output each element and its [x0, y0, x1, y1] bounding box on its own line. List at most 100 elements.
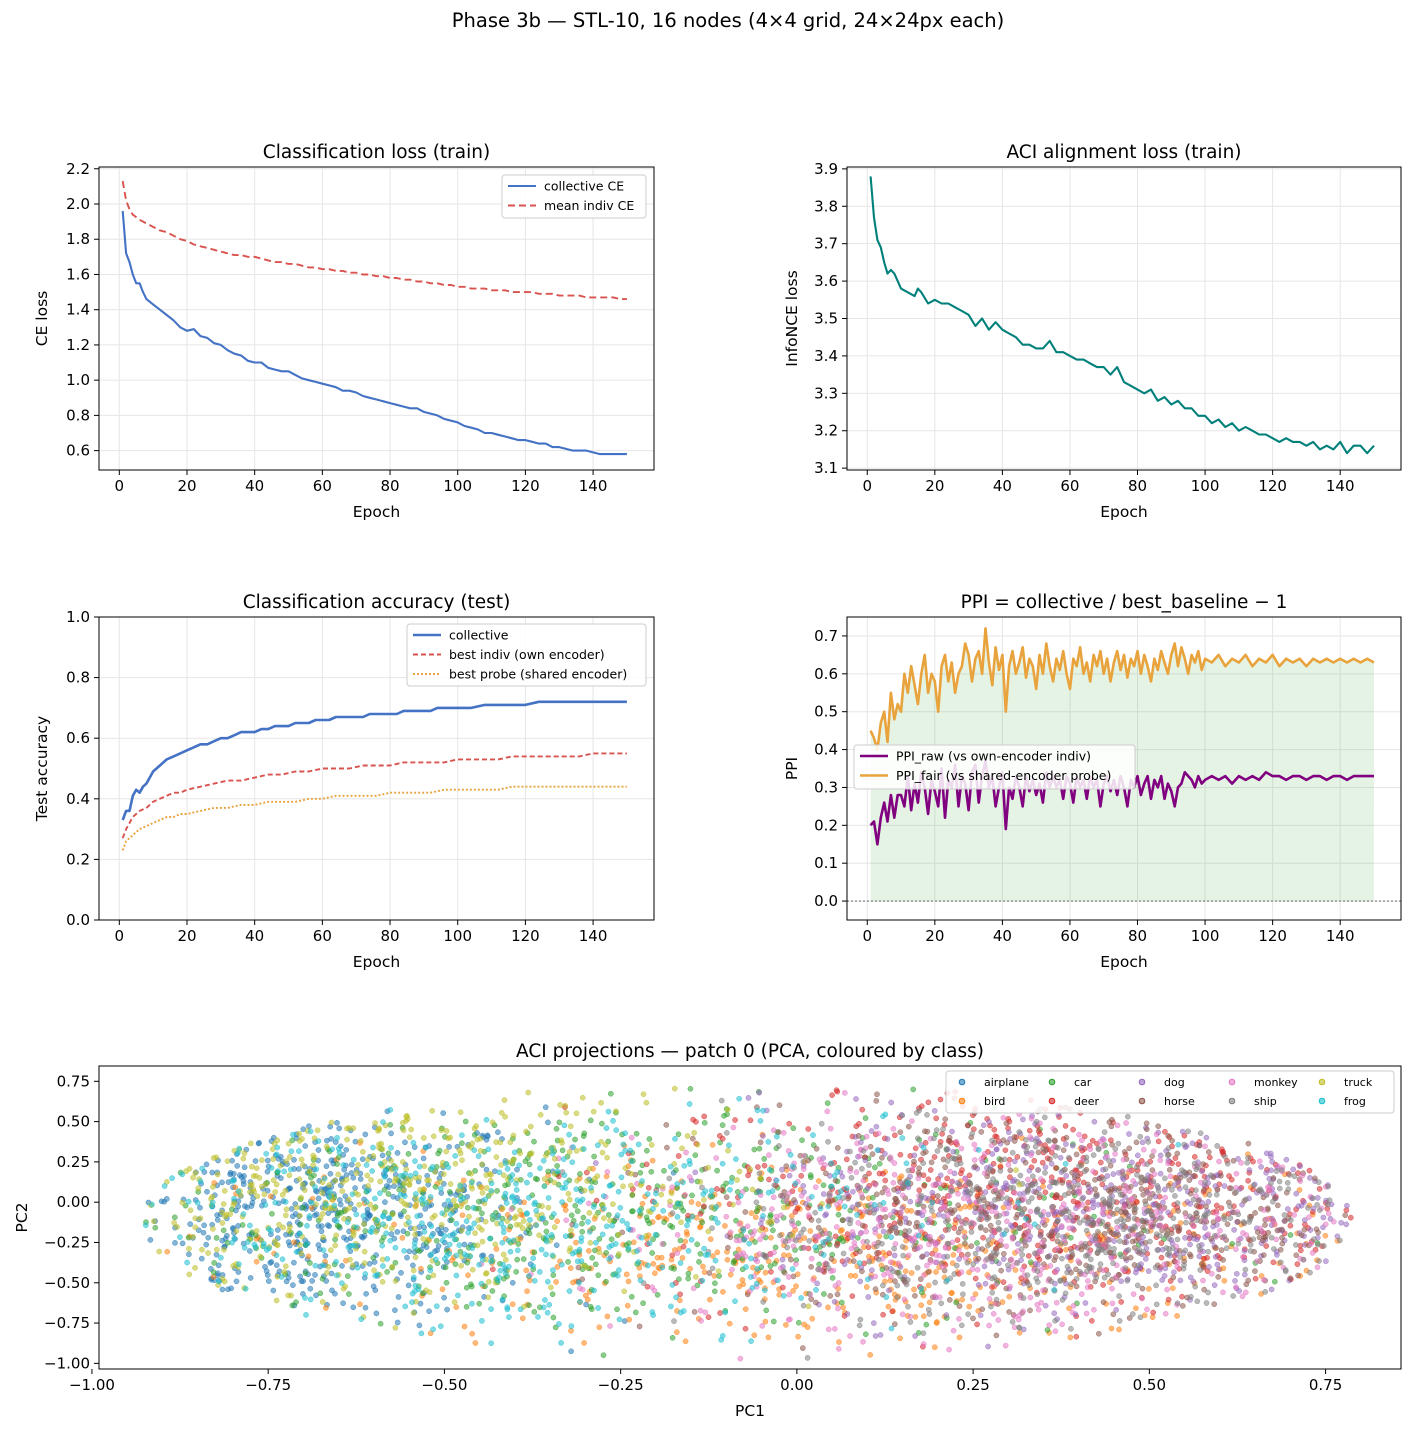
- scatter-point: [808, 1228, 813, 1233]
- scatter-point: [779, 1167, 784, 1172]
- scatter-point: [994, 1297, 999, 1302]
- scatter-point: [786, 1274, 791, 1279]
- scatter-point: [949, 1290, 954, 1295]
- scatter-point: [741, 1282, 746, 1287]
- scatter-point: [277, 1222, 282, 1227]
- scatter-point: [1282, 1218, 1287, 1223]
- scatter-point: [287, 1154, 292, 1159]
- scatter-point: [480, 1190, 485, 1195]
- scatter-point: [220, 1287, 225, 1292]
- scatter-point: [371, 1255, 376, 1260]
- scatter-point: [555, 1163, 560, 1168]
- scatter-point: [1069, 1249, 1074, 1254]
- scatter-point: [999, 1268, 1004, 1273]
- scatter-point: [380, 1279, 385, 1284]
- scatter-point: [593, 1240, 598, 1245]
- scatter-point: [858, 1231, 863, 1236]
- scatter-point: [945, 1254, 950, 1259]
- scatter-point: [1209, 1271, 1214, 1276]
- scatter-point: [1014, 1215, 1019, 1220]
- scatter-point: [593, 1262, 598, 1267]
- scatter-point: [354, 1170, 359, 1175]
- y-tick-label: 1.6: [66, 265, 90, 283]
- scatter-point: [1269, 1287, 1274, 1292]
- scatter-point: [983, 1228, 988, 1233]
- scatter-point: [793, 1284, 798, 1289]
- scatter-point: [1270, 1199, 1275, 1204]
- scatter-point: [400, 1235, 405, 1240]
- scatter-point: [494, 1246, 499, 1251]
- scatter-point: [911, 1287, 916, 1292]
- scatter-point: [229, 1207, 234, 1212]
- scatter-point: [297, 1131, 302, 1136]
- scatter-point: [681, 1244, 686, 1249]
- y-tick-label: 0.1: [814, 854, 838, 872]
- scatter-point: [892, 1187, 897, 1192]
- scatter-point: [609, 1237, 614, 1242]
- scatter-point: [386, 1151, 391, 1156]
- scatter-point: [752, 1239, 757, 1244]
- scatter-point: [617, 1317, 622, 1322]
- scatter-point: [206, 1235, 211, 1240]
- scatter-point: [329, 1271, 334, 1276]
- scatter-point: [706, 1165, 711, 1170]
- scatter-point: [336, 1172, 341, 1177]
- scatter-point: [970, 1316, 975, 1321]
- scatter-point: [393, 1245, 398, 1250]
- scatter-point: [458, 1151, 463, 1156]
- scatter-point: [248, 1141, 253, 1146]
- scatter-point: [347, 1205, 352, 1210]
- scatter-point: [479, 1211, 484, 1216]
- y-tick-label: 3.5: [814, 310, 838, 328]
- scatter-point: [1047, 1233, 1052, 1238]
- scatter-point: [683, 1239, 688, 1244]
- scatter-point: [957, 1182, 962, 1187]
- scatter-point: [1151, 1179, 1156, 1184]
- scatter-point: [1041, 1209, 1046, 1214]
- scatter-point: [357, 1302, 362, 1307]
- scatter-point: [672, 1136, 677, 1141]
- scatter-point: [411, 1268, 416, 1273]
- scatter-point: [689, 1199, 694, 1204]
- scatter-point: [911, 1087, 916, 1092]
- scatter-point: [990, 1290, 995, 1295]
- scatter-point: [1012, 1314, 1017, 1319]
- scatter-point: [473, 1340, 478, 1345]
- scatter-point: [1043, 1190, 1048, 1195]
- scatter-point: [511, 1133, 516, 1138]
- scatter-point: [1133, 1206, 1138, 1211]
- scatter-point: [1084, 1159, 1089, 1164]
- scatter-point: [473, 1231, 478, 1236]
- scatter-point: [600, 1150, 605, 1155]
- scatter-point: [1011, 1185, 1016, 1190]
- scatter-point: [1127, 1189, 1132, 1194]
- scatter-point: [1171, 1275, 1176, 1280]
- scatter-point: [458, 1204, 463, 1209]
- scatter-point: [610, 1118, 615, 1123]
- scatter-point: [478, 1184, 483, 1189]
- scatter-point: [528, 1124, 533, 1129]
- scatter-point: [1170, 1286, 1175, 1291]
- scatter-point: [696, 1201, 701, 1206]
- scatter-point: [1098, 1262, 1103, 1267]
- scatter-point: [1308, 1227, 1313, 1232]
- scatter-point: [1017, 1325, 1022, 1330]
- scatter-point: [1096, 1147, 1101, 1152]
- scatter-point: [1062, 1192, 1067, 1197]
- scatter-point: [799, 1193, 804, 1198]
- scatter-point: [1064, 1173, 1069, 1178]
- scatter-point: [924, 1112, 929, 1117]
- x-tick-label: 40: [245, 927, 264, 945]
- scatter-point: [1098, 1160, 1103, 1165]
- scatter-point: [930, 1190, 935, 1195]
- scatter-point: [172, 1240, 177, 1245]
- scatter-point: [1242, 1248, 1247, 1253]
- scatter-point: [616, 1268, 621, 1273]
- scatter-point: [1268, 1151, 1273, 1156]
- scatter-point: [1240, 1254, 1245, 1259]
- scatter-point: [500, 1297, 505, 1302]
- scatter-point: [1106, 1245, 1111, 1250]
- scatter-point: [908, 1319, 913, 1324]
- scatter-point: [854, 1124, 859, 1129]
- scatter-point: [291, 1240, 296, 1245]
